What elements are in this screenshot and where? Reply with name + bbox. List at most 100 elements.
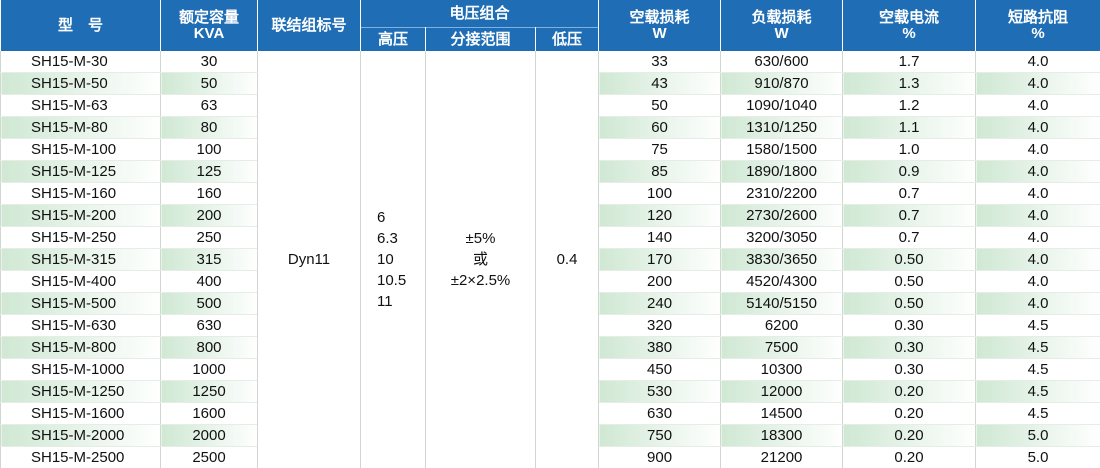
impedance: 4.0: [975, 226, 1100, 249]
row: SH15-M-800 800 380 7500 0.30 4.5: [0, 336, 1100, 359]
tap-range: ±5% 或 ±2×2.5%: [425, 51, 536, 468]
load-loss: 14500: [720, 402, 844, 425]
capacity: 100: [160, 138, 258, 161]
header-model: 型 号: [0, 0, 161, 51]
impedance: 4.5: [975, 358, 1100, 381]
table-body: SH15-M-30 30 Dyn11 6 6.3 10 10.5 11 ±5% 或 ±2×2.5% 0…: [0, 51, 1100, 468]
header-impedance: 短路抗阻%: [975, 0, 1100, 51]
load-loss: 2310/2200: [720, 182, 844, 205]
load-loss: 1580/1500: [720, 138, 844, 161]
header-tap: 分接范围: [425, 27, 536, 51]
impedance: 4.0: [975, 270, 1100, 293]
unit: %: [1031, 24, 1045, 42]
header-connection: 联结组标号: [257, 0, 361, 51]
no-load-current: 0.30: [842, 336, 977, 359]
load-loss: 1310/1250: [720, 116, 844, 139]
row: SH15-M-250 250 140 3200/3050 0.7 4.0: [0, 226, 1100, 249]
no-load-current: 1.1: [842, 116, 977, 139]
capacity: 1600: [160, 402, 258, 425]
impedance: 4.5: [975, 380, 1100, 403]
impedance: 4.0: [975, 160, 1100, 183]
impedance: 4.5: [975, 314, 1100, 337]
label: 空载损耗: [629, 8, 690, 26]
label: 额定容量: [178, 8, 239, 26]
label: 短路抗阻: [1008, 8, 1069, 26]
load-loss: 3200/3050: [720, 226, 844, 249]
model: SH15-M-2500: [0, 446, 161, 468]
no-load-loss: 320: [598, 314, 722, 337]
row: SH15-M-80 80 60 1310/1250 1.1 4.0: [0, 116, 1100, 139]
no-load-loss: 75: [598, 138, 722, 161]
no-load-current: 0.20: [842, 446, 977, 468]
high-voltage-value: 11: [377, 293, 393, 311]
capacity: 30: [160, 51, 258, 73]
no-load-loss: 60: [598, 116, 722, 139]
no-load-loss: 200: [598, 270, 722, 293]
no-load-loss: 900: [598, 446, 722, 468]
model: SH15-M-1250: [0, 380, 161, 403]
impedance: 4.0: [975, 138, 1100, 161]
no-load-current: 0.7: [842, 226, 977, 249]
no-load-current: 1.0: [842, 138, 977, 161]
no-load-current: 0.50: [842, 292, 977, 315]
capacity: 400: [160, 270, 258, 293]
row: SH15-M-500 500 240 5140/5150 0.50 4.0: [0, 292, 1100, 315]
capacity: 160: [160, 182, 258, 205]
impedance: 4.5: [975, 402, 1100, 425]
no-load-loss: 120: [598, 204, 722, 227]
impedance: 4.5: [975, 336, 1100, 359]
row: SH15-M-2500 2500 900 21200 0.20 5.0: [0, 446, 1100, 468]
high-voltage-value: 10.5: [377, 272, 407, 290]
no-load-current: 0.50: [842, 270, 977, 293]
model: SH15-M-63: [0, 94, 161, 117]
header-voltage: 电压组合: [359, 0, 600, 28]
load-loss: 21200: [720, 446, 844, 468]
no-load-current: 0.30: [842, 358, 977, 381]
high-voltage-value: 10: [377, 251, 394, 269]
model: SH15-M-2000: [0, 424, 161, 447]
load-loss: 4520/4300: [720, 270, 844, 293]
impedance: 4.0: [975, 94, 1100, 117]
model: SH15-M-1600: [0, 402, 161, 425]
no-load-loss: 33: [598, 51, 722, 73]
unit: KVA: [193, 24, 225, 42]
no-load-current: 0.30: [842, 314, 977, 337]
impedance: 4.0: [975, 248, 1100, 271]
impedance: 4.0: [975, 182, 1100, 205]
no-load-current: 1.3: [842, 72, 977, 95]
model: SH15-M-125: [0, 160, 161, 183]
impedance: 4.0: [975, 51, 1100, 73]
high-voltage-value: 6.3: [377, 230, 398, 248]
no-load-current: 0.20: [842, 424, 977, 447]
unit: W: [774, 24, 789, 42]
tap-range-value: ±2×2.5%: [450, 272, 511, 290]
capacity: 800: [160, 336, 258, 359]
row: SH15-M-30 30 Dyn11 6 6.3 10 10.5 11 ±5% 或 ±2×2.5% 0…: [0, 51, 1100, 468]
no-load-loss: 140: [598, 226, 722, 249]
model: SH15-M-1000: [0, 358, 161, 381]
load-loss: 1090/1040: [720, 94, 844, 117]
no-load-loss: 630: [598, 402, 722, 425]
model: SH15-M-630: [0, 314, 161, 337]
no-load-current: 0.20: [842, 402, 977, 425]
capacity: 2000: [160, 424, 258, 447]
capacity: 1250: [160, 380, 258, 403]
capacity: 250: [160, 226, 258, 249]
model: SH15-M-315: [0, 248, 161, 271]
row: SH15-M-200 200 120 2730/2600 0.7 4.0: [0, 204, 1100, 227]
header-no-load-current: 空载电流%: [842, 0, 977, 51]
no-load-loss: 530: [598, 380, 722, 403]
model: SH15-M-250: [0, 226, 161, 249]
model: SH15-M-800: [0, 336, 161, 359]
capacity: 50: [160, 72, 258, 95]
load-loss: 3830/3650: [720, 248, 844, 271]
load-loss: 7500: [720, 336, 844, 359]
no-load-current: 0.7: [842, 182, 977, 205]
load-loss: 18300: [720, 424, 844, 447]
row: SH15-M-400 400 200 4520/4300 0.50 4.0: [0, 270, 1100, 293]
no-load-loss: 380: [598, 336, 722, 359]
header-load-loss: 负载损耗 W: [720, 0, 844, 51]
row: SH15-M-63 63 50 1090/1040 1.2 4.0: [0, 94, 1100, 117]
high-voltage-value: 6: [377, 209, 386, 227]
